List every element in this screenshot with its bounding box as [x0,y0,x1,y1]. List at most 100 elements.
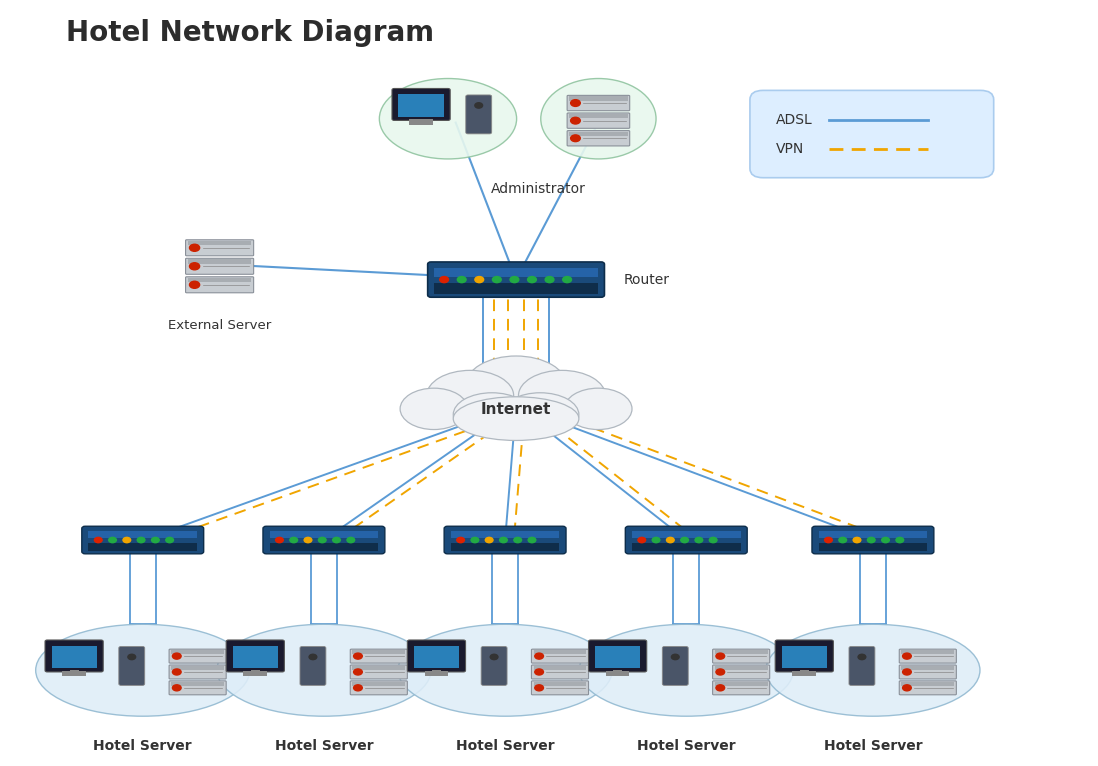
Ellipse shape [766,624,981,716]
Text: Administrator: Administrator [491,182,585,196]
Circle shape [695,538,703,543]
Circle shape [535,669,544,675]
Ellipse shape [453,397,579,440]
Bar [901,650,954,654]
FancyBboxPatch shape [169,681,226,695]
Circle shape [190,281,200,288]
Circle shape [666,538,674,543]
FancyBboxPatch shape [813,526,933,554]
Bar [233,646,278,668]
Circle shape [535,653,544,660]
Bar [188,260,251,264]
Circle shape [471,538,479,543]
Bar [269,532,378,538]
FancyBboxPatch shape [713,665,770,679]
FancyBboxPatch shape [169,649,226,663]
Bar [352,650,405,654]
Circle shape [882,538,889,543]
Bar [569,132,628,136]
Bar [819,532,927,538]
FancyBboxPatch shape [531,649,589,663]
FancyBboxPatch shape [350,665,407,679]
Circle shape [318,538,326,543]
Bar [569,114,628,119]
Bar [89,532,198,538]
FancyBboxPatch shape [392,89,450,120]
Bar [534,650,586,654]
Circle shape [571,100,580,106]
Ellipse shape [399,624,613,716]
Text: Hotel Server: Hotel Server [274,739,373,753]
Circle shape [716,653,725,660]
FancyBboxPatch shape [186,240,254,256]
Circle shape [127,654,136,660]
Bar [70,670,79,676]
Circle shape [457,277,466,283]
Circle shape [652,538,660,543]
Bar [595,646,640,668]
FancyBboxPatch shape [626,526,747,554]
Bar [425,671,448,676]
FancyBboxPatch shape [567,113,630,129]
Circle shape [474,103,483,108]
FancyBboxPatch shape [186,258,254,274]
Circle shape [681,538,688,543]
Ellipse shape [400,388,468,430]
Bar [632,532,740,538]
Circle shape [172,669,181,675]
Circle shape [172,685,181,691]
FancyBboxPatch shape [713,649,770,663]
Circle shape [190,263,200,270]
Bar [451,532,560,538]
Circle shape [514,538,522,543]
FancyBboxPatch shape [750,90,994,178]
Circle shape [500,538,507,543]
Circle shape [490,654,498,660]
Bar [188,278,251,283]
FancyBboxPatch shape [444,526,567,554]
FancyBboxPatch shape [350,681,407,695]
Circle shape [709,538,717,543]
Text: Hotel Network Diagram: Hotel Network Diagram [66,19,434,47]
FancyBboxPatch shape [531,665,589,679]
Circle shape [638,538,646,543]
Circle shape [457,538,464,543]
FancyBboxPatch shape [427,262,604,297]
FancyBboxPatch shape [899,665,956,679]
Bar [52,646,97,668]
Circle shape [858,654,866,660]
Circle shape [485,538,493,543]
Circle shape [304,538,312,543]
Ellipse shape [466,356,567,416]
Bar [352,666,405,670]
Bar [534,666,586,670]
Bar [451,543,560,551]
Circle shape [839,538,847,543]
Bar [632,543,740,551]
Text: Hotel Server: Hotel Server [824,739,922,753]
Circle shape [535,685,544,691]
Ellipse shape [564,388,632,430]
Circle shape [571,135,580,142]
Bar [434,268,597,277]
Ellipse shape [453,393,530,437]
Bar [399,94,444,116]
Circle shape [903,653,911,660]
Circle shape [671,654,680,660]
Circle shape [347,538,355,543]
Ellipse shape [379,79,516,159]
Circle shape [903,685,911,691]
Circle shape [354,669,362,675]
Bar [799,670,808,676]
Circle shape [571,117,580,124]
Bar [793,671,816,676]
FancyBboxPatch shape [713,681,770,695]
Circle shape [109,538,116,543]
Ellipse shape [540,79,656,159]
Ellipse shape [216,624,430,716]
Circle shape [190,244,200,251]
Circle shape [509,277,519,283]
Bar [269,543,378,551]
FancyBboxPatch shape [531,681,589,695]
Circle shape [137,538,145,543]
